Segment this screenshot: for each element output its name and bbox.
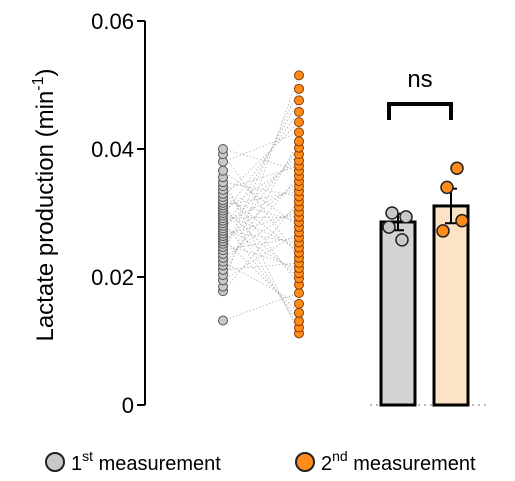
legend-label-first: 1st measurement (71, 448, 221, 475)
pair-line (222, 153, 300, 229)
legend-marker-first (45, 452, 65, 472)
significance-label: ns (407, 66, 432, 93)
pair-line (222, 75, 300, 287)
y-tick-label: 0.02 (91, 265, 134, 290)
pair-line (222, 236, 300, 251)
legend: 1st measurement 2nd measurement (45, 448, 476, 475)
pair-line (222, 211, 300, 237)
pair-line (222, 190, 300, 206)
pair-line (222, 165, 300, 191)
second-measurement-points (294, 70, 304, 339)
pair-line (222, 185, 300, 224)
pair-line (222, 202, 300, 328)
second-measurement-point (294, 298, 304, 309)
pair-line (222, 230, 300, 243)
y-tick-label: 0.04 (91, 137, 134, 162)
second-measurement-point (294, 288, 304, 298)
pair-line (222, 141, 300, 276)
second-measurement-point (294, 106, 304, 117)
bar-group (379, 161, 470, 407)
first-measurement-point (218, 144, 228, 154)
bar-data-point (436, 224, 450, 238)
pair-line (222, 216, 300, 219)
pair-line (222, 201, 300, 292)
paired-lines (222, 75, 300, 334)
pair-line (222, 206, 300, 259)
pair-line (222, 180, 300, 242)
second-measurement-point (294, 136, 304, 147)
significance-bracket: ns (387, 66, 453, 120)
bar-data-point (399, 210, 413, 224)
second-measurement-point (294, 307, 304, 318)
pair-line (222, 131, 300, 163)
bar-data-point (455, 213, 469, 228)
bar-data-point (395, 233, 409, 247)
pair-line (222, 153, 300, 259)
pair-line (222, 88, 300, 255)
second-measurement-point (294, 70, 304, 81)
first-measurement-points (218, 144, 228, 326)
pair-line (222, 100, 300, 234)
second-measurement-point (294, 83, 304, 94)
pair-line (222, 181, 300, 197)
pair-line (222, 199, 300, 223)
legend-label-second: 2nd measurement (321, 448, 476, 475)
pair-line (222, 160, 300, 211)
pair-line (222, 170, 300, 228)
bar (379, 220, 417, 407)
bar-data-point (382, 220, 396, 234)
pair-line (222, 238, 300, 314)
pair-line (222, 176, 300, 334)
pair-line (222, 220, 300, 322)
second-measurement-point (294, 95, 304, 106)
y-axis-label: Lactate production (min-1) (30, 68, 59, 341)
first-measurement-point (218, 315, 228, 326)
bar-data-point (385, 206, 399, 220)
pair-line (222, 261, 300, 305)
bar-data-point (450, 161, 464, 175)
pair-line (222, 111, 300, 216)
second-measurement-point (294, 316, 304, 327)
bar-data-point (440, 180, 454, 195)
pair-line (222, 225, 300, 274)
y-tick-label: 0 (122, 393, 134, 418)
second-measurement-point (294, 117, 304, 128)
y-tick-labels: 0 0.02 0.04 0.06 (91, 9, 134, 418)
pair-line (222, 292, 300, 321)
first-measurement-point (218, 165, 228, 176)
second-measurement-point (294, 127, 304, 138)
y-tick-label: 0.06 (91, 9, 134, 34)
legend-marker-second (295, 452, 315, 472)
pair-line (222, 243, 300, 269)
bar (432, 204, 470, 407)
pair-line (222, 148, 300, 172)
